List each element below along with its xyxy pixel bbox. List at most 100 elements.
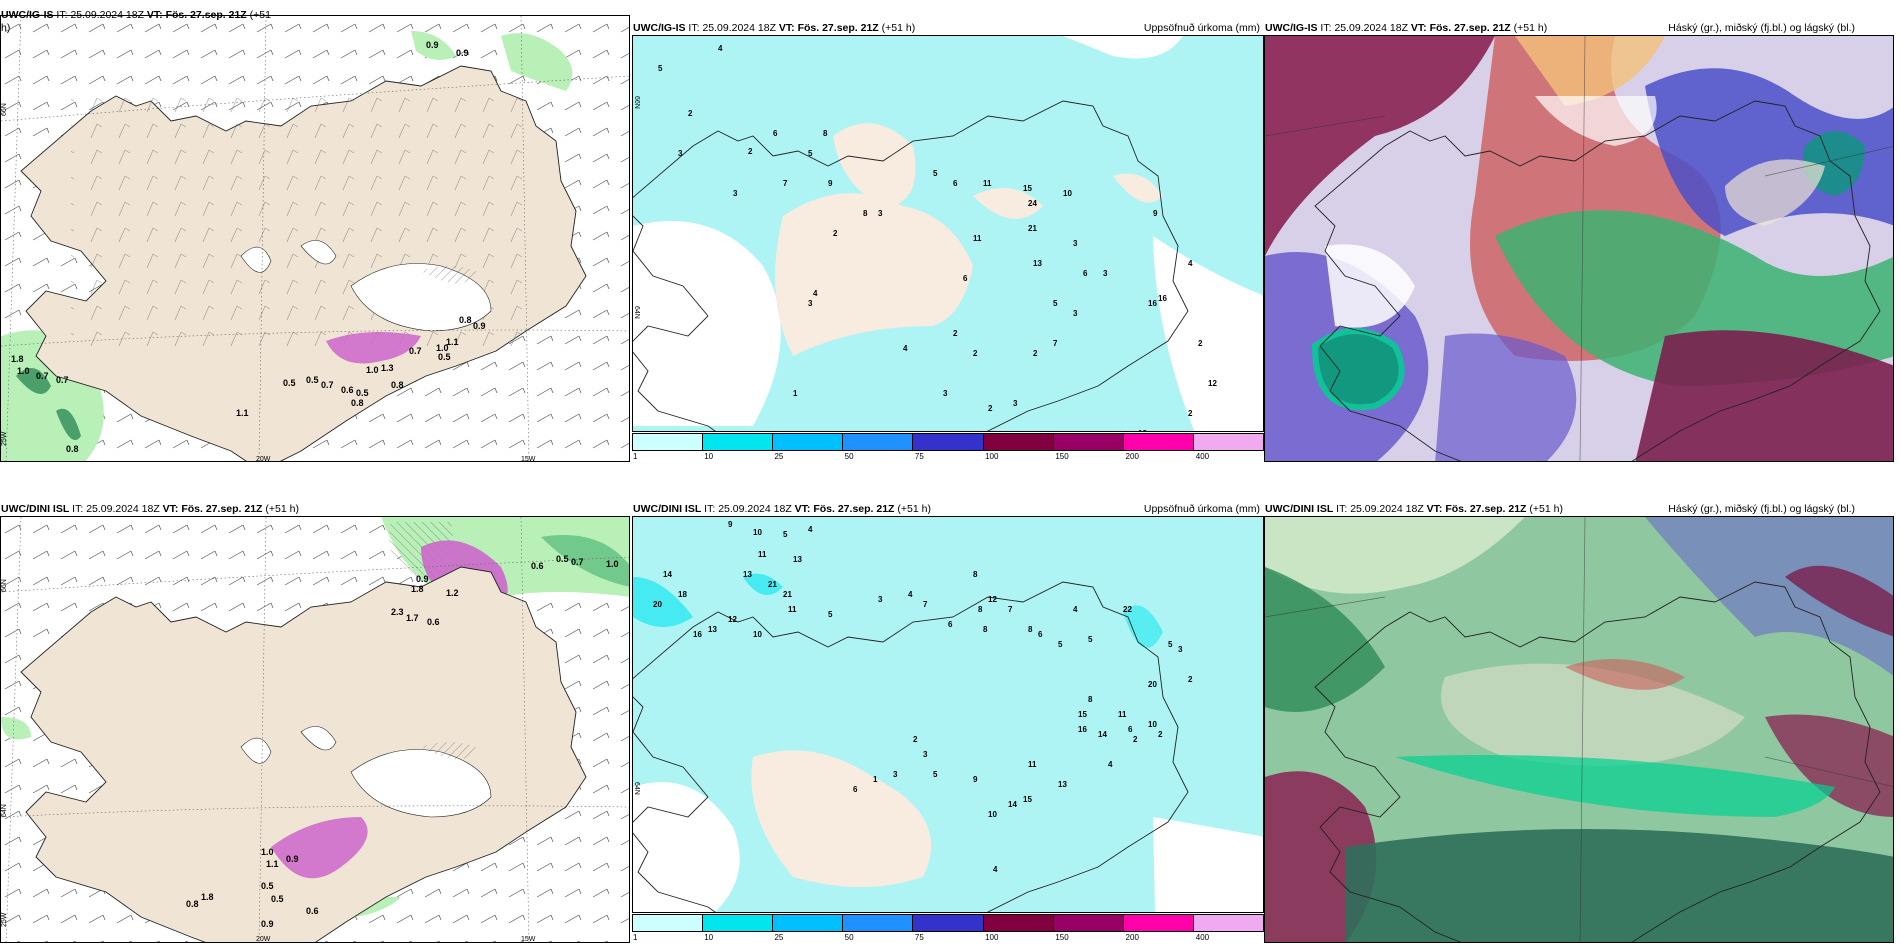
colorbar-segment — [983, 434, 1054, 450]
colorbar-segment — [1053, 434, 1124, 450]
colorbar-tick-label: 150 — [1055, 452, 1069, 461]
value-label: 0.7 — [36, 371, 49, 381]
value-label: 0.8 — [186, 899, 199, 909]
cloud-high — [1265, 36, 1495, 256]
glacier — [240, 737, 272, 764]
value-label: 6 — [773, 129, 778, 138]
value-label: 6 — [953, 179, 958, 188]
colorbar-segment — [703, 915, 774, 931]
value-label: 20 — [653, 600, 662, 609]
value-label: 1.1 — [446, 337, 459, 347]
panel-title-right: Háský (gr.), miðský (fj.bl.) og lágský (… — [1668, 503, 1855, 515]
map-cloud-dini — [1265, 517, 1893, 942]
colorbar-tick-label: 10 — [704, 452, 714, 461]
value-label: 2 — [833, 229, 838, 238]
value-label: 5 — [1088, 635, 1093, 644]
lat-label: 66N — [633, 96, 640, 109]
value-label: 4 — [813, 289, 818, 298]
colorbar-tick-label: 50 — [844, 933, 854, 942]
value-label: 11 — [1028, 760, 1037, 769]
value-label: 0.7 — [56, 375, 69, 385]
value-label: 13 — [1058, 780, 1067, 789]
value-label: 3 — [878, 209, 883, 218]
value-label: 4 — [1108, 760, 1113, 769]
value-label: 8 — [1028, 625, 1033, 634]
lat-label: 64N — [633, 782, 640, 795]
value-label: 24 — [1028, 199, 1037, 208]
value-label: 5 — [658, 64, 663, 73]
value-label: 3 — [943, 389, 948, 398]
value-label: 0.7 — [321, 380, 334, 390]
precip-area-magenta — [326, 332, 421, 364]
colorbar-segment — [633, 915, 704, 931]
value-label: 1.3 — [381, 363, 394, 373]
value-label: 3 — [1013, 399, 1018, 408]
colorbar-segment — [703, 434, 774, 450]
colorbar-tick-label: 50 — [844, 452, 854, 461]
colorbar-tick-label: 75 — [914, 933, 924, 942]
value-label: 0.5 — [271, 894, 284, 904]
colorbar-segment — [1193, 915, 1263, 931]
colorbar-ticks: 1 10 25 50 75 100 150 200 400 — [632, 452, 1264, 464]
cloud-mid — [1395, 755, 1835, 817]
colorbar-tick-label: 100 — [985, 452, 999, 461]
value-label: 20 — [1148, 680, 1157, 689]
lon-label: 15W — [521, 936, 536, 943]
map-frame: 64N 9 10 5 4 11 13 14 13 21 21 20 18 16 13 12 10 11 5 3 4 7 6… — [632, 516, 1264, 913]
value-label: 2 — [913, 735, 918, 744]
value-label: 5 — [1053, 299, 1058, 308]
lon-label: 20W — [256, 936, 271, 943]
precip-area-light — [411, 31, 456, 60]
value-label: 6 — [1128, 725, 1133, 734]
panel-precip-ig: UWC/IG-IS IT: 25.09.2024 18Z VT: Fös. 27… — [632, 0, 1264, 465]
value-label: 10 — [988, 810, 997, 819]
precip-area-light — [501, 33, 573, 91]
glacier — [350, 749, 492, 818]
graticule — [1, 517, 629, 942]
dry-area — [1153, 236, 1263, 431]
panel-wind-ig: UWC/IG-IS IT: 25.09.2024 18Z VT: Fös. 27… — [0, 0, 630, 465]
value-label: 0.5 — [438, 352, 451, 362]
value-label: 0.5 — [356, 388, 369, 398]
map-wind-ig: 66N 25W 20W 15W 0.9 0.9 1.8 1.0 0.7 0.7 0.8 1.1… — [1, 16, 629, 461]
lat-label: 64N — [1, 804, 8, 817]
precip-area-high — [633, 577, 693, 627]
value-label: 7 — [1053, 339, 1058, 348]
value-label: 15 — [1023, 795, 1032, 804]
value-label: 0.7 — [409, 346, 422, 356]
map-wind-dini: 66N 64N 25W 20W 15W 0.90.60.5 0.7 1.02.31.… — [1, 517, 629, 943]
cloud-mid — [1565, 659, 1685, 690]
value-label: 15 — [1023, 184, 1032, 193]
colorbar-tick-label: 1 — [633, 452, 638, 461]
colorbar — [632, 433, 1264, 451]
value-label: 0.9 — [416, 574, 429, 584]
value-label: 7 — [923, 600, 928, 609]
panel-header: UWC/IG-IS IT: 25.09.2024 18Z VT: Fös. 27… — [633, 22, 916, 34]
value-label: 1.8 — [201, 892, 214, 902]
cloud-mid — [1265, 517, 1525, 594]
dry-land-area — [775, 193, 973, 356]
cloud-high — [1785, 565, 1893, 637]
clear-sky — [1725, 159, 1825, 226]
iceland-outline — [1314, 581, 1881, 942]
lat-label: 64N — [633, 306, 640, 319]
value-label: 8 — [863, 209, 868, 218]
value-label: 1.0 — [436, 343, 449, 353]
dry-land-area — [751, 750, 932, 887]
value-label: 6 — [948, 620, 953, 629]
colorbar-segment — [843, 434, 914, 450]
panel-precip-dini: UWC/DINI ISL IT: 25.09.2024 18Z VT: Fös.… — [632, 485, 1264, 950]
cloud-high — [1765, 714, 1893, 817]
value-label: 1.1 — [266, 859, 279, 869]
value-label: 18 — [678, 590, 687, 599]
value-label: 16 — [693, 630, 702, 639]
colorbar-tick-label: 25 — [774, 452, 784, 461]
precip-area-dark — [541, 535, 629, 587]
value-label: 10 — [753, 528, 762, 537]
panel-cloud-ig: UWC/IG-IS IT: 25.09.2024 18Z VT: Fös. 27… — [1264, 0, 1900, 465]
value-label: 3 — [878, 595, 883, 604]
value-label: 2 — [1198, 339, 1203, 348]
value-label: 11 — [758, 550, 767, 559]
value-label: 4 — [808, 525, 813, 534]
colorbar-segment — [1123, 434, 1194, 450]
